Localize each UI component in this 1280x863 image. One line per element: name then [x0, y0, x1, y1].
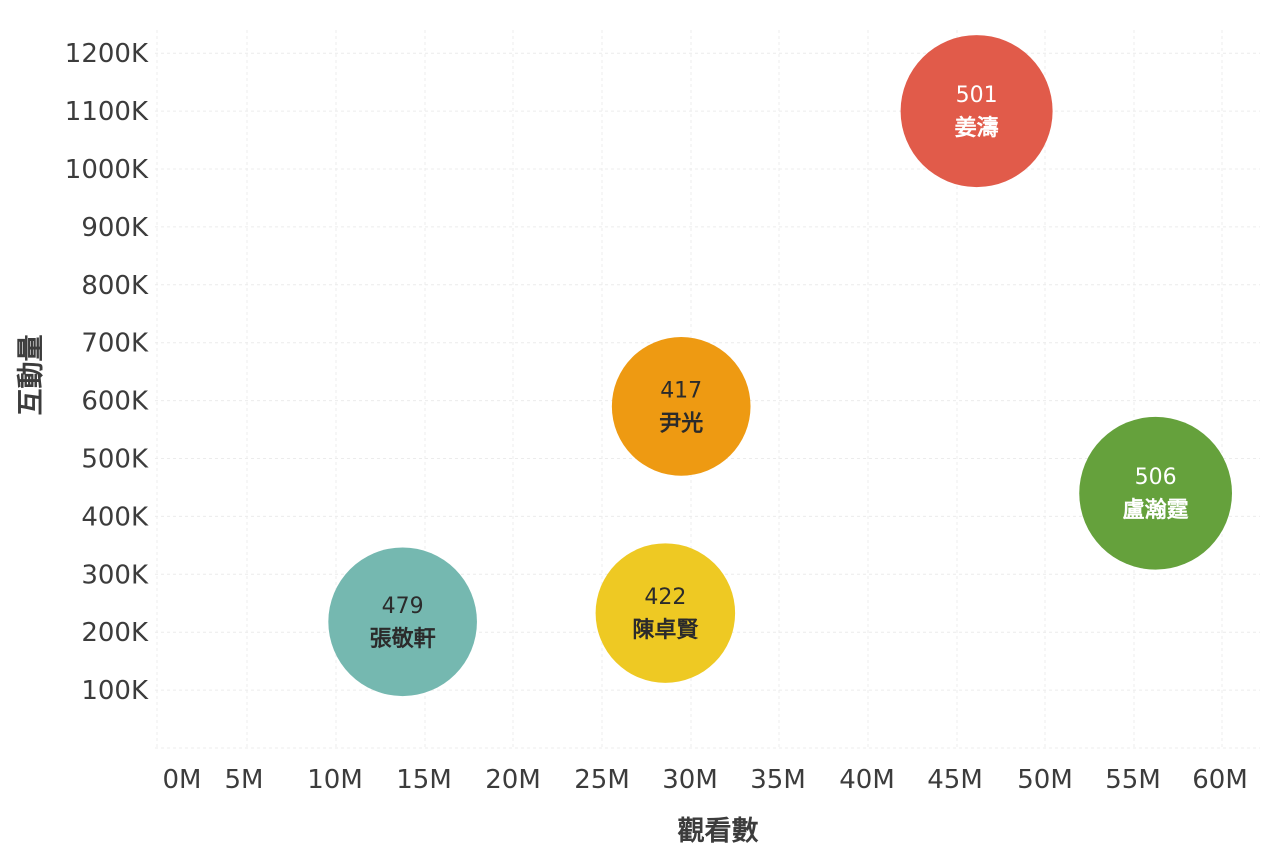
x-tick-label: 45M [927, 765, 983, 795]
x-tick-label: 25M [574, 765, 630, 795]
x-tick-label: 30M [662, 765, 718, 795]
bubble-circle [595, 543, 736, 683]
bubble-value-label: 479 [382, 594, 424, 619]
y-tick-label: 900K [81, 213, 149, 243]
x-tick-label: 35M [750, 765, 806, 795]
bubbles: 501 姜濤 417 尹光 506 盧瀚霆 479 張敬軒 422 陳卓賢 [328, 35, 1232, 697]
bubble-name-label: 陳卓賢 [632, 617, 699, 643]
bubble[interactable]: 506 盧瀚霆 [1079, 416, 1232, 570]
bubble-value-label: 501 [956, 83, 998, 108]
x-axis-ticks: 0M 5M 10M 15M 20M 25M 30M 35M 40M 45M 50M 55M 60M [163, 765, 1248, 795]
bubble[interactable]: 417 尹光 [611, 337, 751, 476]
y-tick-label: 500K [81, 445, 149, 475]
y-tick-label: 200K [81, 618, 149, 648]
bubble[interactable]: 422 陳卓賢 [595, 543, 736, 683]
bubble-name-label: 盧瀚霆 [1123, 497, 1189, 523]
x-tick-label: 40M [839, 765, 895, 795]
y-tick-label: 600K [81, 387, 149, 417]
bubble-value-label: 422 [644, 585, 686, 610]
x-tick-label: 5M [225, 765, 264, 795]
y-axis-ticks: 100K 200K 300K 400K 500K 600K 700K 800K 900K 1000… [65, 39, 149, 706]
bubble[interactable]: 501 姜濤 [900, 35, 1053, 188]
bubble[interactable]: 479 張敬軒 [328, 547, 477, 697]
bubble-name-label: 尹光 [659, 411, 703, 436]
bubble-name-label: 姜濤 [955, 115, 999, 141]
x-tick-label: 0M [163, 765, 202, 795]
x-tick-label: 15M [396, 765, 452, 795]
bubble-circle [328, 547, 477, 697]
y-tick-label: 700K [81, 329, 149, 359]
y-tick-label: 100K [81, 676, 149, 706]
x-tick-label: 55M [1105, 765, 1161, 795]
y-tick-label: 400K [81, 502, 149, 532]
bubble-value-label: 417 [660, 378, 702, 403]
x-tick-label: 10M [307, 765, 363, 795]
x-tick-label: 60M [1192, 765, 1248, 795]
bubble-value-label: 506 [1135, 465, 1177, 490]
bubble-circle [611, 337, 751, 476]
y-tick-label: 1100K [65, 97, 149, 127]
y-axis-title: 互動量 [16, 335, 47, 416]
bubble-name-label: 張敬軒 [370, 626, 436, 652]
x-tick-label: 20M [485, 765, 541, 795]
bubble-circle [1079, 416, 1232, 570]
y-tick-label: 1000K [65, 155, 149, 185]
y-tick-label: 1200K [65, 39, 149, 69]
y-tick-label: 800K [81, 271, 149, 301]
x-tick-label: 50M [1017, 765, 1073, 795]
y-tick-label: 300K [81, 560, 149, 590]
bubble-circle [900, 35, 1053, 188]
x-axis-title: 觀看數 [678, 816, 759, 847]
